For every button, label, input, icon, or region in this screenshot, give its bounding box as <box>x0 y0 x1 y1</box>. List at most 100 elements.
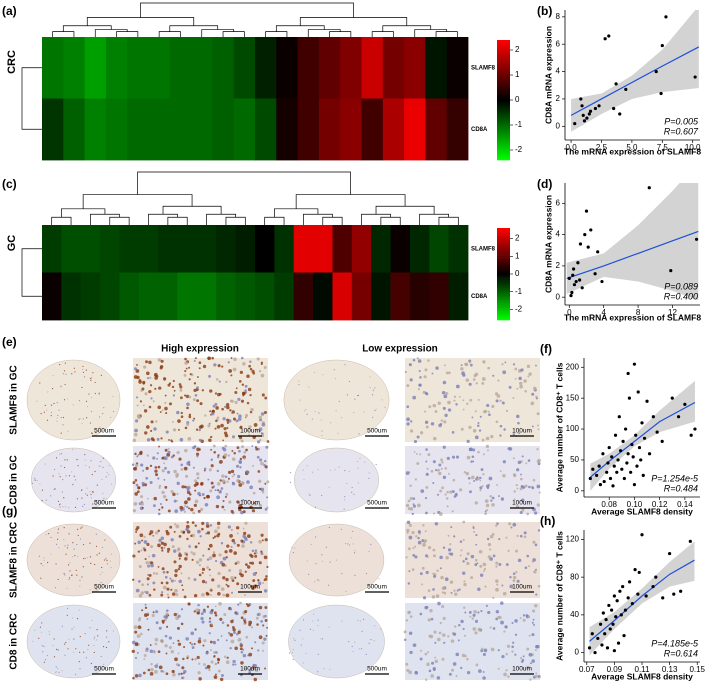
cell-nucleus <box>99 426 101 428</box>
cell-nucleus <box>177 626 180 630</box>
ihc-image <box>26 604 121 679</box>
cell-nucleus <box>302 638 304 640</box>
cell-nucleus <box>535 395 538 399</box>
cell-nucleus <box>63 497 65 499</box>
heatmap-cell <box>429 225 450 273</box>
cell-nucleus <box>198 662 201 665</box>
cell-nucleus <box>408 670 413 675</box>
cell-nucleus <box>134 674 139 678</box>
cell-nucleus <box>216 469 219 473</box>
cell-nucleus <box>375 408 377 410</box>
colorbar-tick-label: -2 <box>515 145 523 154</box>
cell-nucleus <box>193 417 196 420</box>
tissue-field <box>405 603 540 680</box>
cell-nucleus <box>145 476 149 480</box>
cell-nucleus <box>134 463 139 468</box>
confidence-band <box>589 541 695 656</box>
panel-letter: (h) <box>540 514 555 528</box>
cell-nucleus <box>344 499 346 501</box>
cell-nucleus <box>197 542 200 545</box>
cell-nucleus <box>197 639 202 644</box>
cell-nucleus <box>482 671 485 673</box>
cell-nucleus <box>250 561 255 565</box>
colorbar-step <box>497 142 510 145</box>
cell-nucleus <box>516 487 519 490</box>
cell-nucleus <box>101 571 103 573</box>
cell-nucleus <box>146 542 150 547</box>
cell-nucleus <box>158 626 162 630</box>
cell-nucleus <box>239 642 243 646</box>
colorbar-step <box>497 281 510 284</box>
cell-nucleus <box>64 362 66 364</box>
scatter-point <box>629 470 633 474</box>
cell-nucleus <box>203 639 207 643</box>
cell-nucleus <box>514 653 517 656</box>
cell-nucleus <box>155 420 158 423</box>
cell-nucleus <box>78 399 81 402</box>
heatmap-cell <box>63 98 85 161</box>
cell-nucleus <box>491 532 495 536</box>
cell-nucleus <box>83 557 85 560</box>
cell-nucleus <box>360 648 363 650</box>
cell-nucleus <box>71 628 73 630</box>
cell-nucleus <box>137 625 142 629</box>
cell-nucleus <box>154 387 157 390</box>
cell-nucleus <box>183 645 186 649</box>
scatter-point <box>614 615 618 619</box>
cell-nucleus <box>472 627 477 631</box>
colorbar-step <box>497 258 510 261</box>
cell-nucleus <box>228 369 233 373</box>
cell-nucleus <box>525 614 529 617</box>
cell-nucleus <box>526 554 530 558</box>
cell-nucleus <box>176 451 180 455</box>
cell-nucleus <box>173 612 177 617</box>
cell-nucleus <box>106 471 108 474</box>
cell-nucleus <box>288 652 291 654</box>
cell-nucleus <box>50 415 52 417</box>
heatmap-cell <box>61 272 82 321</box>
cell-nucleus <box>197 529 201 534</box>
cell-nucleus <box>421 539 425 543</box>
colorbar-step <box>497 136 510 139</box>
cell-nucleus <box>231 538 236 543</box>
cell-nucleus <box>521 455 524 458</box>
heatmap-cell <box>409 272 430 321</box>
cell-nucleus <box>132 676 135 680</box>
cell-nucleus <box>224 444 228 448</box>
cell-nucleus <box>82 543 85 546</box>
cell-nucleus <box>528 372 532 376</box>
cell-nucleus <box>221 674 224 677</box>
scatter-point <box>639 458 643 462</box>
cell-nucleus <box>188 507 191 510</box>
cell-nucleus <box>136 490 140 494</box>
cell-nucleus <box>264 465 268 469</box>
cell-nucleus <box>421 566 425 570</box>
cell-nucleus <box>479 564 483 568</box>
cell-nucleus <box>177 548 180 552</box>
cell-nucleus <box>471 455 475 459</box>
colorbar-step <box>497 70 510 73</box>
cell-nucleus <box>181 676 184 680</box>
cell-nucleus <box>209 594 212 596</box>
cell-nucleus <box>512 473 516 477</box>
cell-nucleus <box>474 410 477 413</box>
scatter-point <box>570 290 574 295</box>
cell-nucleus <box>407 582 411 585</box>
cell-nucleus <box>449 580 454 584</box>
cell-nucleus <box>459 488 463 492</box>
cell-nucleus <box>244 594 246 597</box>
dendrogram <box>62 25 112 32</box>
cell-nucleus <box>435 366 439 370</box>
colorbar-step <box>497 234 510 236</box>
cell-nucleus <box>434 656 437 659</box>
y-tick-label: 0 <box>575 486 580 495</box>
cell-nucleus <box>264 396 268 400</box>
cell-nucleus <box>46 409 48 411</box>
colorbar-step <box>497 116 510 119</box>
cell-nucleus <box>455 674 458 677</box>
heatmap-cell <box>105 98 128 161</box>
cell-nucleus <box>512 522 517 527</box>
cell-nucleus <box>93 644 95 647</box>
cell-nucleus <box>206 494 210 499</box>
cell-nucleus <box>143 658 146 661</box>
